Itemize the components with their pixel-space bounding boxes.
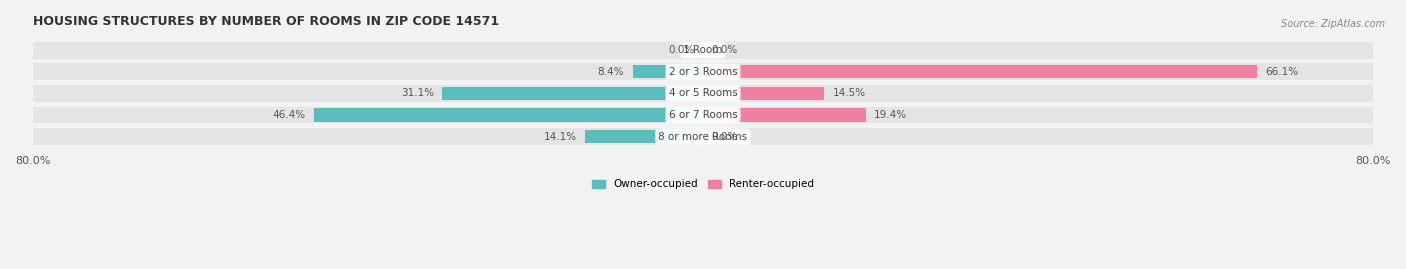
Legend: Owner-occupied, Renter-occupied: Owner-occupied, Renter-occupied [588,175,818,194]
Text: 19.4%: 19.4% [875,110,907,120]
Bar [314,108,703,122]
Text: 14.1%: 14.1% [543,132,576,142]
Text: 4 or 5 Rooms: 4 or 5 Rooms [669,89,737,98]
Bar [32,63,1374,80]
Text: 0.0%: 0.0% [711,132,738,142]
Bar [32,128,1374,145]
Text: 46.4%: 46.4% [273,110,307,120]
Text: 6 or 7 Rooms: 6 or 7 Rooms [669,110,737,120]
Text: 2 or 3 Rooms: 2 or 3 Rooms [669,67,737,77]
Text: 31.1%: 31.1% [401,89,434,98]
Bar [703,108,866,122]
Bar [633,65,703,79]
Text: 14.5%: 14.5% [832,89,866,98]
Bar [703,65,1257,79]
Text: Source: ZipAtlas.com: Source: ZipAtlas.com [1281,19,1385,29]
Bar [32,85,1374,102]
Bar [32,42,1374,59]
Text: 0.0%: 0.0% [711,45,738,55]
Text: 8 or more Rooms: 8 or more Rooms [658,132,748,142]
Text: 0.0%: 0.0% [668,45,695,55]
Bar [443,87,703,100]
Bar [585,130,703,143]
Text: 8.4%: 8.4% [598,67,624,77]
Text: HOUSING STRUCTURES BY NUMBER OF ROOMS IN ZIP CODE 14571: HOUSING STRUCTURES BY NUMBER OF ROOMS IN… [32,15,499,28]
Bar [703,87,824,100]
Text: 66.1%: 66.1% [1265,67,1298,77]
Bar [32,107,1374,123]
Text: 1 Room: 1 Room [683,45,723,55]
